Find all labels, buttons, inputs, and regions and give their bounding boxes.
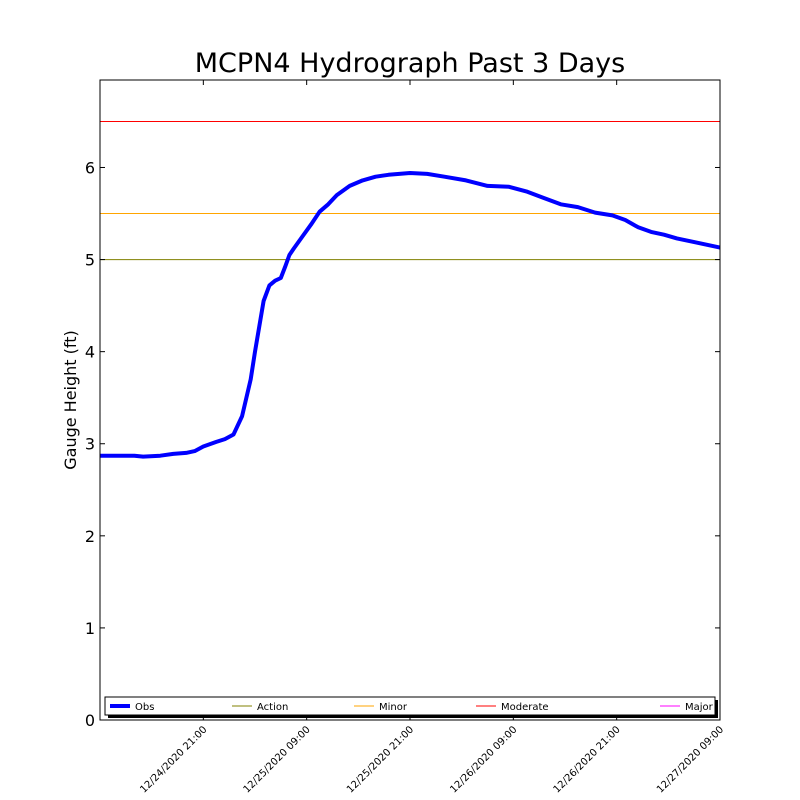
legend-label-major: Major xyxy=(685,702,714,713)
legend-label-minor: Minor xyxy=(379,702,408,713)
obs-line xyxy=(100,171,721,459)
plot-frame xyxy=(99,79,721,721)
legend-label-moderate: Moderate xyxy=(501,702,549,713)
y-tick-label: 1 xyxy=(85,619,95,638)
chart-title: MCPN4 Hydrograph Past 3 Days xyxy=(195,48,625,79)
legend-box xyxy=(104,696,716,716)
x-tick-label: 12/24/2020 21:00 xyxy=(138,724,209,795)
y-tick-label: 6 xyxy=(85,158,95,177)
axes: 0 1 2 3 4 5 6 12/24/2020 21:00 12/25/2020 09:00 1… xyxy=(85,80,726,796)
y-tick-label: 0 xyxy=(85,711,95,730)
plot-area xyxy=(100,120,721,459)
x-tick-label: 12/26/2020 09:00 xyxy=(448,724,519,795)
x-tick-label: 12/26/2020 21:00 xyxy=(552,724,623,795)
x-tick-label: 12/25/2020 09:00 xyxy=(242,724,313,795)
y-tick-label: 4 xyxy=(85,343,95,362)
x-tick-label: 12/25/2020 21:00 xyxy=(345,724,416,795)
legend: Obs Action Minor Moderate Major xyxy=(104,696,718,718)
legend-label-obs: Obs xyxy=(135,702,154,713)
y-axis-label: Gauge Height (ft) xyxy=(61,330,80,470)
x-tick-label: 12/27/2020 09:00 xyxy=(655,724,726,795)
y-tick-label: 2 xyxy=(85,527,95,546)
legend-label-action: Action xyxy=(257,702,288,713)
y-tick-label: 5 xyxy=(85,251,95,270)
y-tick-label: 3 xyxy=(85,435,95,454)
